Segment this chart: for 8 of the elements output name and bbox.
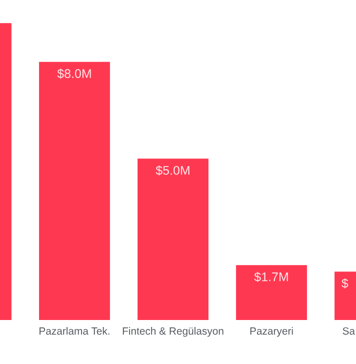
data-label: $ [342,278,348,288]
data-label: $5.0M [156,165,190,176]
data-label: $1.7M [254,272,288,282]
x-tick-label: Pazaryeri [250,327,293,337]
x-tick-label: Sa [342,327,356,335]
data-label: $8.0M [57,68,91,79]
x-tick-label: Fintech & Regülasyon [122,327,224,337]
x-tick-label: Pazarlama Tek. [40,327,110,335]
